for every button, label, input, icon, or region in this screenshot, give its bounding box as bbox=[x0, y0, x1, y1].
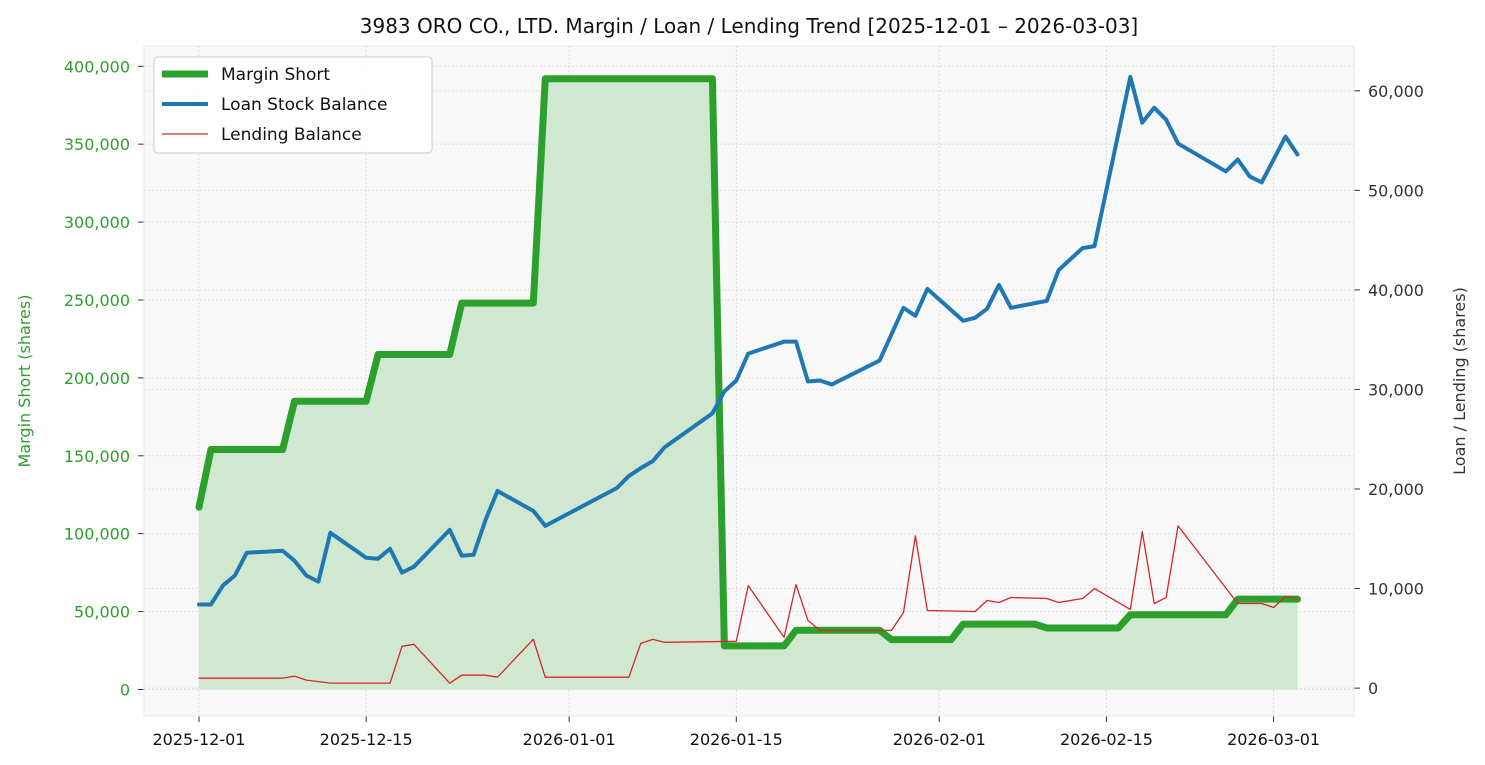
legend-box bbox=[153, 56, 433, 154]
y-left-tick-label: 300,000 bbox=[64, 213, 130, 232]
plot-frame bbox=[143, 45, 1355, 717]
y-right-label: Loan / Lending (shares) bbox=[1450, 287, 1469, 475]
margin-short-line bbox=[195, 75, 1301, 650]
x-tick-label: 2026-01-01 bbox=[523, 730, 616, 749]
series-lines bbox=[195, 74, 1301, 684]
y-left-tick-label: 400,000 bbox=[64, 57, 130, 76]
legend-lending-balance-label: Lending Balance bbox=[221, 125, 362, 145]
x-tick-label: 2026-01-15 bbox=[690, 730, 783, 749]
x-tick-label: 2025-12-15 bbox=[320, 730, 413, 749]
y-left-tick-label: 200,000 bbox=[64, 369, 130, 388]
y-left-tick-label: 0 bbox=[120, 681, 130, 700]
y-right-tick-label: 60,000 bbox=[1368, 82, 1424, 101]
y-right-tick-label: 50,000 bbox=[1368, 181, 1424, 200]
x-tick-label: 2026-03-01 bbox=[1227, 730, 1320, 749]
margin-short-area bbox=[199, 78, 1298, 690]
legend-loan-stock-balance-label: Loan Stock Balance bbox=[221, 95, 387, 115]
y-right-tick-label: 10,000 bbox=[1368, 580, 1424, 599]
y-left-tick-label: 150,000 bbox=[64, 447, 130, 466]
y-left-tick-label: 350,000 bbox=[64, 135, 130, 154]
lending-balance-line bbox=[198, 525, 1299, 684]
y-left-tick-label: 100,000 bbox=[64, 525, 130, 544]
x-tick-label: 2026-02-01 bbox=[893, 730, 986, 749]
y-right-tick-label: 0 bbox=[1368, 679, 1378, 698]
legend-margin-short-label: Margin Short bbox=[221, 65, 330, 85]
y-right-tick-label: 40,000 bbox=[1368, 281, 1424, 300]
y-left-tick-label: 50,000 bbox=[74, 603, 130, 622]
loan-stock-balance-line bbox=[197, 74, 1300, 607]
y-left-label: Margin Short (shares) bbox=[15, 295, 34, 468]
axes: 2025-12-01 2025-12-15 2026-01-01 2026-01-15… bbox=[64, 45, 1424, 749]
chart-title: 3983 ORO CO., LTD. Margin / Loan / Lendi… bbox=[360, 14, 1139, 38]
margin-area bbox=[199, 78, 1298, 690]
y-right-tick-label: 30,000 bbox=[1368, 380, 1424, 399]
y-left-tick-label: 250,000 bbox=[64, 291, 130, 310]
y-right-tick-label: 20,000 bbox=[1368, 480, 1424, 499]
x-tick-label: 2026-02-15 bbox=[1060, 730, 1153, 749]
x-tick-label: 2025-12-01 bbox=[153, 730, 246, 749]
legend: Margin Short Loan Stock Balance Lending Ba… bbox=[153, 56, 433, 154]
